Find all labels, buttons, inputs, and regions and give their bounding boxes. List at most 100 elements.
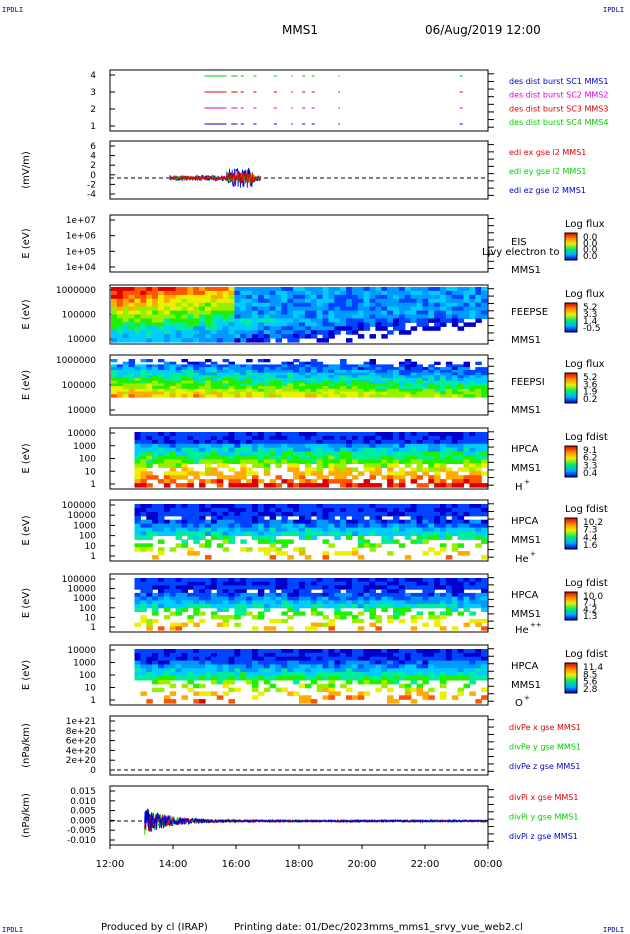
spectrogram-cell: [199, 326, 206, 331]
spectrogram-cell: [357, 432, 365, 437]
spectrogram-cell: [134, 447, 141, 453]
spectrogram-cell: [140, 535, 147, 540]
spectrogram-cell: [146, 394, 153, 398]
spectrogram-cell: [187, 483, 194, 488]
spectrogram-cell: [222, 338, 230, 343]
spectrogram-cell: [269, 676, 277, 681]
spectrogram-cell: [346, 372, 353, 376]
spectrogram-cell: [205, 531, 212, 536]
spectrogram-cell: [269, 592, 277, 598]
spectrogram-cell: [140, 543, 147, 548]
spectrogram-cell: [304, 519, 312, 525]
spectrogram-cell: [146, 547, 153, 552]
spectrogram-cell: [193, 447, 200, 453]
spectrogram-cell: [146, 455, 153, 461]
spectrogram-cell: [187, 447, 194, 453]
spectrogram-cell: [481, 676, 488, 681]
spectrogram-cell: [340, 596, 347, 601]
spectrogram-cell: [475, 298, 482, 304]
spectrogram-cell: [422, 471, 429, 476]
spectrogram-cell: [328, 687, 335, 693]
spectrogram-cell: [416, 302, 423, 308]
spectrogram-cell: [169, 511, 177, 517]
spectrogram-cell: [275, 287, 282, 292]
spectrogram-cell: [169, 652, 177, 658]
spectrogram-cell: [287, 330, 294, 335]
spectrogram-cell: [216, 676, 224, 681]
spectrogram-cell: [210, 443, 218, 449]
spectrogram-cell: [205, 287, 212, 292]
spectrogram-cell: [369, 656, 376, 662]
spectrogram-cell: [363, 372, 371, 376]
spectrogram-cell: [351, 439, 359, 445]
colorbar-tick-label: 0.0: [583, 233, 598, 243]
spectrogram-cell: [293, 386, 300, 390]
spectrogram-cell: [134, 290, 141, 296]
spectrogram-cell: [457, 380, 465, 384]
spectrogram-cell: [334, 604, 341, 609]
spectrogram-cell: [393, 504, 400, 509]
spectrogram-cell: [340, 364, 347, 368]
spectrogram-cell: [228, 511, 235, 517]
spectrogram-cell: [445, 467, 453, 472]
y-tick-label: 100000: [62, 575, 97, 585]
spectrogram-cell: [346, 290, 353, 296]
spectrogram-cell: [316, 326, 324, 331]
spectrogram-cell: [257, 443, 265, 449]
spectrogram-cell: [287, 443, 294, 449]
spectrogram-cell: [387, 600, 394, 605]
spectrogram-cell: [199, 691, 206, 696]
spectrogram-cell: [404, 660, 412, 666]
y-axis-label: E (eV): [21, 660, 32, 690]
spectrogram-cell: [393, 660, 400, 666]
spectrogram-cell: [434, 531, 441, 536]
spectrogram-cell: [199, 479, 206, 484]
spectrogram-cell: [246, 656, 253, 662]
spectrogram-cell: [146, 367, 153, 371]
spectrogram-cell: [481, 535, 488, 540]
spectrogram-cell: [140, 294, 147, 300]
spectrogram-cell: [228, 372, 235, 376]
spectrogram-cell: [193, 361, 200, 365]
spectrogram-cell: [381, 535, 388, 540]
spectrogram-cell: [234, 475, 241, 480]
spectrogram-cell: [422, 695, 429, 700]
spectrogram-cell: [457, 600, 465, 605]
spectrogram-cell: [234, 322, 241, 327]
spectrogram-cell: [252, 326, 259, 331]
spectrogram-cell: [304, 600, 312, 605]
spectrogram-cell: [381, 455, 388, 461]
spectrogram-cell: [287, 380, 294, 384]
spectrogram-cell: [346, 314, 353, 319]
spectrogram-cell: [134, 380, 141, 384]
spectrogram-cell: [381, 676, 388, 681]
spectrogram-cell: [163, 435, 171, 441]
spectrogram-cell: [275, 443, 282, 449]
spectrogram-cell: [275, 455, 282, 461]
spectrogram-cell: [375, 471, 382, 476]
y-tick-label: 10000: [67, 335, 96, 345]
spectrogram-cell: [434, 581, 441, 586]
spectrogram-cell: [158, 668, 165, 673]
spectrogram-cell: [152, 555, 159, 560]
spectrogram-cell: [257, 539, 265, 544]
spectrogram-cell: [393, 378, 400, 382]
y-tick-label: 1000000: [56, 286, 96, 296]
spectrogram-cell: [328, 695, 335, 700]
spectrogram-cell: [387, 664, 394, 669]
spectrogram-cell: [322, 523, 329, 529]
spectrogram-cell: [299, 527, 306, 533]
spectrogram-cell: [293, 443, 300, 449]
spectrogram-cell: [440, 455, 447, 461]
spectrogram-cell: [146, 439, 153, 445]
spectrogram-cell: [445, 660, 453, 666]
spectrogram-cell: [410, 618, 418, 624]
spectrogram-cell: [375, 388, 382, 393]
spectrogram-cell: [428, 435, 435, 441]
spectrogram-cell: [146, 364, 153, 368]
spectrogram-cell: [328, 455, 335, 461]
spectrogram-cell: [440, 388, 447, 393]
spectrogram-cell: [304, 310, 312, 316]
spectrogram-cell: [304, 388, 312, 393]
spectrogram-cell: [152, 330, 159, 335]
